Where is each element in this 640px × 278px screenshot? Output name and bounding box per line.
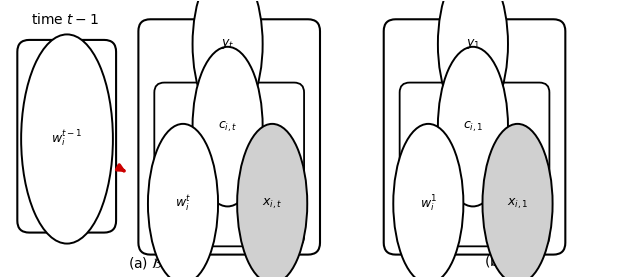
Ellipse shape [193,47,262,207]
Text: $c_{i,t}$: $c_{i,t}$ [218,120,237,134]
Ellipse shape [193,0,262,124]
Ellipse shape [237,124,307,278]
Text: $x_{i,t}$: $x_{i,t}$ [262,197,282,211]
Text: $w_i^{t-1}$: $w_i^{t-1}$ [51,129,83,149]
Ellipse shape [438,0,508,124]
Text: (b) $\mathcal{B}_1$: (b) $\mathcal{B}_1$ [484,254,525,271]
Ellipse shape [21,34,113,244]
Ellipse shape [438,47,508,207]
Text: time $t-1$: time $t-1$ [31,13,99,28]
Text: $c_{i,1}$: $c_{i,1}$ [463,120,483,134]
Text: (a) $\mathcal{B}_{\rightarrow}$: (a) $\mathcal{B}_{\rightarrow}$ [129,255,174,271]
Text: time $1$: time $1$ [447,13,492,28]
Ellipse shape [394,124,463,278]
Text: $y_t$: $y_t$ [221,37,234,51]
Text: $x_{i,1}$: $x_{i,1}$ [507,197,528,211]
Text: $w_i^t$: $w_i^t$ [175,194,191,213]
Ellipse shape [148,124,218,278]
Text: $i \in [M]$: $i \in [M]$ [419,225,457,239]
Text: $w_i^1$: $w_i^1$ [420,193,437,214]
Text: $i \in [M]$: $i \in [M]$ [173,225,212,239]
Text: time $t$: time $t$ [206,13,250,28]
Text: $i \in [M]$: $i \in [M]$ [38,208,77,223]
Ellipse shape [483,124,552,278]
Text: $y_1$: $y_1$ [466,37,480,51]
